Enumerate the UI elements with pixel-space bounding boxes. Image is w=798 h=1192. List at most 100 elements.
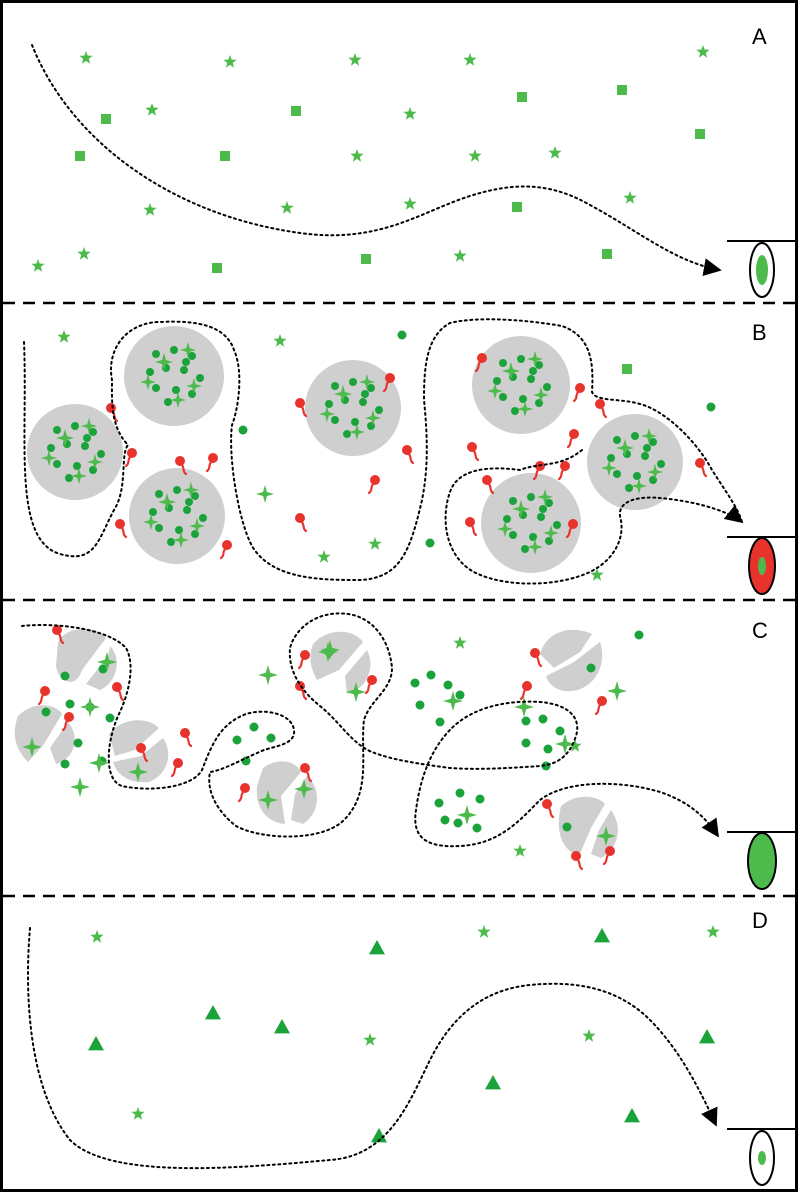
tethered-red-molecule-icon	[136, 743, 149, 763]
tethered-red-molecule-icon	[367, 475, 380, 495]
star-icon	[403, 197, 417, 210]
receptor-surface-a	[727, 240, 796, 298]
dot-icon	[232, 735, 242, 745]
tethered-red-molecule-icon	[482, 475, 495, 495]
star-icon	[403, 107, 417, 120]
dot-icon	[443, 680, 453, 690]
dot-icon	[633, 472, 641, 480]
dot-icon	[657, 460, 665, 468]
star-icon	[223, 55, 237, 68]
triangle-icon	[205, 1005, 221, 1020]
ruptured-vesicle-icon	[310, 631, 371, 694]
star-icon	[90, 930, 104, 943]
dot-icon	[152, 350, 160, 358]
star-icon	[317, 550, 331, 563]
dot-icon	[543, 383, 551, 391]
dot-icon	[517, 355, 525, 363]
dot-icon	[164, 398, 172, 406]
dot-icon	[199, 514, 207, 522]
dot-icon	[425, 538, 435, 548]
square-icon	[512, 202, 522, 212]
dot-icon	[53, 460, 61, 468]
dot-icon	[149, 508, 157, 516]
dot-icon	[331, 416, 339, 424]
dot-icon	[47, 444, 55, 452]
tethered-red-molecule-icon	[467, 442, 480, 462]
sparkle-icon	[334, 385, 352, 403]
receptor-surface-d	[727, 1128, 796, 1186]
sparkle-icon	[140, 374, 156, 390]
star-icon	[350, 149, 364, 162]
panel-label-d: D	[752, 908, 768, 933]
dot-icon	[73, 462, 81, 470]
sparkle-icon	[457, 805, 477, 825]
triangle-icon	[485, 1075, 501, 1090]
dot-icon	[509, 531, 517, 539]
dot-icon	[266, 733, 276, 743]
sparkle-icon	[89, 753, 109, 773]
ruptured-vesicle-icon	[540, 629, 603, 692]
dot-icon	[503, 515, 511, 523]
sparkle-icon	[80, 697, 100, 717]
dot-icon	[367, 422, 375, 430]
dot-icon	[455, 690, 465, 700]
dot-icon	[625, 484, 633, 492]
diffusion-path-c	[21, 612, 719, 848]
sparkle-icon	[22, 737, 42, 757]
dot-icon	[555, 726, 565, 736]
tethered-red-molecule-icon	[566, 429, 579, 449]
star-icon	[463, 53, 477, 66]
star-icon	[548, 146, 562, 159]
sparkle-icon	[319, 406, 335, 422]
dot-icon	[535, 399, 543, 407]
dot-icon	[537, 513, 545, 521]
vesicle-group-b	[27, 326, 683, 573]
receptor-surface-b	[727, 536, 796, 595]
sparkle-icon	[533, 387, 549, 403]
dot-icon	[631, 432, 639, 440]
dot-icon	[331, 382, 339, 390]
dot-icon	[545, 499, 553, 507]
tethered-red-molecule-icon	[295, 513, 308, 533]
trajectories	[21, 44, 744, 1170]
vesicle-icon	[124, 326, 224, 426]
star-icon	[568, 739, 582, 752]
sparkle-icon	[512, 500, 530, 518]
star-icon	[623, 191, 637, 204]
dot-icon	[613, 470, 621, 478]
dot-icon	[521, 716, 531, 726]
star-icon	[453, 636, 467, 649]
dot-icon	[397, 330, 407, 340]
dot-icon	[472, 823, 482, 833]
sparkle-icon	[647, 464, 663, 480]
vesicle-icon	[481, 473, 581, 573]
sparkle-icon	[365, 410, 381, 426]
star-icon	[582, 1029, 596, 1042]
dot-icon	[349, 378, 357, 386]
dot-icon	[527, 493, 535, 501]
square-icon	[695, 129, 705, 139]
tethered-red-molecule-icon	[180, 728, 193, 748]
tethered-red-molecule-icon	[465, 517, 478, 537]
dot-icon	[545, 537, 553, 545]
triangle-icon	[369, 940, 385, 955]
triangle-icon	[274, 1019, 290, 1034]
dot-icon	[53, 426, 61, 434]
triangle-icon	[88, 1036, 104, 1051]
dot-icon	[180, 366, 188, 374]
dot-icon	[435, 717, 445, 727]
star-icon	[143, 203, 157, 216]
dot-icon	[172, 386, 180, 394]
receptor-surface-c	[727, 831, 796, 890]
sparkle-icon	[186, 378, 202, 394]
panel-label-b: B	[752, 320, 767, 345]
dot-icon	[152, 384, 160, 392]
tethered-red-molecule-icon	[542, 799, 555, 819]
star-icon	[363, 1033, 377, 1046]
sparkle-icon	[349, 424, 365, 440]
dot-icon	[529, 533, 537, 541]
tethered-red-molecule-icon	[52, 625, 65, 645]
dot-icon	[706, 402, 716, 412]
ruptured-vesicle-group-c	[14, 628, 618, 858]
